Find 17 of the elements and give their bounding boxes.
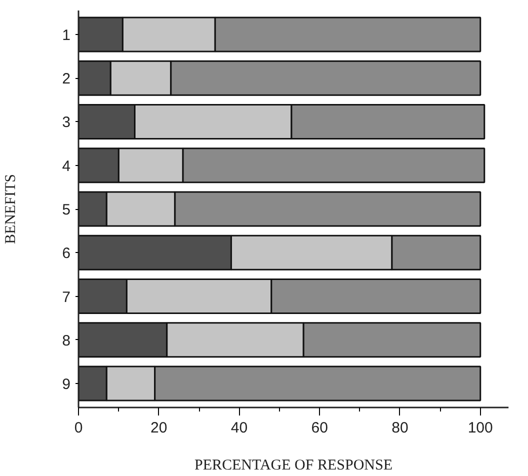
x-tick-label: 20 (150, 420, 168, 436)
y-tick-label: 5 (62, 202, 70, 218)
y-tick-label: 9 (62, 376, 70, 394)
y-tick-label: 6 (62, 245, 70, 262)
y-tick-label: 3 (62, 114, 70, 132)
y-tick-label: 2 (62, 70, 70, 88)
x-tick-label: 40 (230, 420, 248, 436)
x-tick-label: 0 (74, 420, 83, 436)
x-tick-label: 80 (392, 420, 408, 436)
y-tick-label: 4 (62, 158, 70, 175)
x-tick-label: 100 (468, 420, 493, 436)
x-tick-label: 60 (311, 420, 328, 436)
y-tick-label: 1 (62, 26, 70, 44)
y-axis-title: BENEFITS (3, 174, 20, 244)
y-tick-label: 8 (62, 332, 70, 350)
x-axis-title: PERCENTAGE OF RESPONSE (194, 458, 392, 474)
y-tick-label: 7 (62, 288, 70, 306)
